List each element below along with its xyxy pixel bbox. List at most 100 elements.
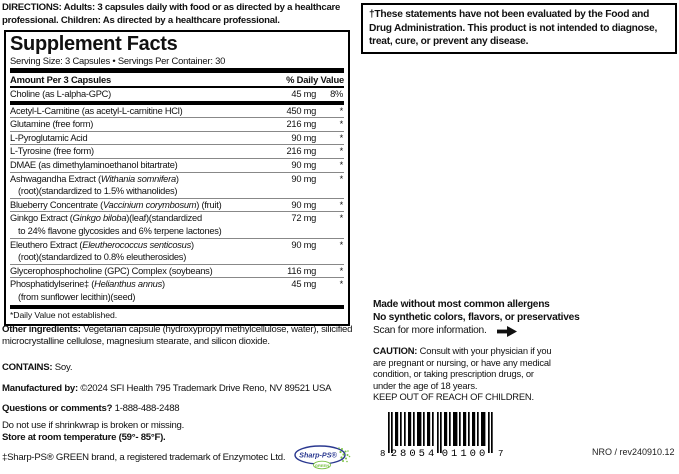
svg-text:01100: 01100	[442, 448, 489, 458]
ingredient-name: L-Tyrosine (free form)	[10, 146, 94, 157]
serving-size-line: Serving Size: 3 Capsules • Servings Per …	[10, 55, 226, 66]
svg-text:GREEN: GREEN	[315, 463, 329, 468]
storage-temperature: Store at room temperature (59°- 85°F).	[2, 432, 166, 443]
trademark-paragraph: ‡Sharp-PS® GREEN brand, a registered tra…	[2, 452, 354, 464]
ingredient-name: Glutamine (free form)	[10, 119, 94, 130]
sharp-ps-logo-icon: Sharp-PS® GREEN	[294, 445, 351, 470]
supplement-rows: Choline (as L-alpha-GPC) 45 mg 8% Acetyl…	[10, 88, 344, 304]
ingredient-name: Ginkgo Extract (Ginkgo biloba)(leaf)(sta…	[10, 213, 222, 236]
daily-value-footnote: *Daily Value not established.	[10, 309, 118, 320]
ingredient-amount: 116 mg	[287, 265, 316, 276]
upc-barcode: 8 28054 01100 7	[374, 412, 510, 463]
storage-paragraph: Do not use if shrinkwrap is broken or mi…	[2, 420, 354, 444]
fda-disclaimer-text: †These statements have not been evaluate…	[369, 9, 658, 47]
manufactured-label: Manufactured by:	[2, 383, 78, 394]
caution-text: Consult with your physician if you are p…	[373, 345, 552, 391]
supplement-row: Choline (as L-alpha-GPC) 45 mg 8%	[10, 88, 344, 105]
ingredient-name: DMAE (as dimethylaminoethanol bitartrate…	[10, 159, 178, 170]
other-ingredients-text: Vegetarian capsule (hydroxypropyl methyl…	[2, 324, 353, 347]
supplement-row: DMAE (as dimethylaminoethanol bitartrate…	[10, 159, 344, 173]
svg-text:7: 7	[498, 449, 503, 458]
ingredient-name: Acetyl-L-Carnitine (as acetyl-L-carnitin…	[10, 105, 183, 116]
divider-bar	[10, 304, 344, 309]
ingredient-amount: 216 mg	[286, 119, 316, 130]
ingredient-name: Blueberry Concentrate (Vaccinium corymbo…	[10, 199, 222, 210]
ingredient-daily-value: *	[339, 279, 344, 290]
header-daily-value: % Daily Value	[286, 74, 344, 85]
ingredient-daily-value: *	[339, 105, 344, 116]
ingredient-name: Phosphatidylserine‡ (Helianthus annus) (f…	[10, 279, 165, 302]
manufactured-paragraph: Manufactured by: ©2024 SFI Health 795 Tr…	[2, 383, 354, 395]
svg-text:Sharp-PS®: Sharp-PS®	[299, 451, 337, 460]
ingredient-name: Ashwagandha Extract (Withania somnifera)…	[10, 173, 179, 197]
svg-text:8: 8	[380, 449, 385, 458]
ingredient-daily-value: *	[339, 239, 344, 250]
caution-block: CAUTION: Consult with your physician if …	[373, 345, 555, 403]
supplement-row: L-Pyroglutamic Acid 90 mg *	[10, 132, 344, 146]
directions-text: Adults: 3 capsules daily with food or as…	[2, 2, 341, 26]
directions-label: DIRECTIONS:	[2, 2, 62, 13]
ingredient-amount: 90 mg	[291, 199, 316, 210]
revision-code: NRO / rev240910.12	[592, 447, 675, 457]
keep-out-warning: KEEP OUT OF REACH OF CHILDREN.	[373, 391, 534, 403]
supplement-row: Eleuthero Extract (Eleutherococcus senti…	[10, 239, 344, 265]
supplement-facts-panel: Supplement Facts Serving Size: 3 Capsule…	[4, 30, 350, 326]
supplement-row: Blueberry Concentrate (Vaccinium corymbo…	[10, 199, 344, 213]
ingredient-name: Choline (as L-alpha-GPC)	[10, 89, 111, 99]
ingredient-amount: 45 mg	[291, 89, 316, 99]
directions-paragraph: DIRECTIONS: Adults: 3 capsules daily wit…	[2, 2, 354, 27]
trademark-text: ‡Sharp-PS® GREEN brand, a registered tra…	[2, 452, 286, 463]
supplement-row: Ginkgo Extract (Ginkgo biloba)(leaf)(sta…	[10, 212, 344, 239]
ingredient-daily-value: *	[339, 213, 344, 224]
scan-text: Scan for more information.	[373, 325, 487, 336]
caution-label: CAUTION:	[373, 345, 418, 356]
ingredient-amount: 72 mg	[291, 213, 316, 224]
ingredient-daily-value: *	[339, 199, 344, 210]
ingredient-daily-value: *	[339, 173, 344, 184]
ingredient-daily-value: *	[339, 119, 344, 130]
other-ingredients-paragraph: Other ingredients: Vegetarian capsule (h…	[2, 324, 354, 348]
ingredient-amount: 90 mg	[291, 132, 316, 143]
ingredient-name: L-Pyroglutamic Acid	[10, 132, 88, 143]
supplement-row: Phosphatidylserine‡ (Helianthus annus) (f…	[10, 278, 344, 303]
supplement-row: L-Tyrosine (free form) 216 mg *	[10, 145, 344, 159]
sharp-ps-green-logo: Sharp-PS® GREEN	[293, 444, 351, 474]
questions-phone: 1-888-488-2488	[114, 403, 180, 414]
ingredient-amount: 450 mg	[286, 105, 316, 116]
ingredient-daily-value: *	[339, 159, 344, 170]
scan-line: Scan for more information.	[373, 325, 628, 338]
ingredient-daily-value: *	[339, 132, 344, 143]
contains-paragraph: CONTAINS: Soy.	[2, 362, 354, 374]
fda-disclaimer-box: †These statements have not been evaluate…	[361, 3, 677, 54]
barcode-icon: 8 28054 01100 7	[380, 412, 503, 460]
questions-label: Questions or comments?	[2, 403, 113, 414]
contains-label: CONTAINS:	[2, 362, 53, 373]
shrinkwrap-warning: Do not use if shrinkwrap is broken or mi…	[2, 420, 185, 431]
ingredient-name: Eleuthero Extract (Eleutherococcus senti…	[10, 239, 194, 263]
supplement-row: Ashwagandha Extract (Withania somnifera)…	[10, 173, 344, 199]
ingredient-name: Glycerophosphocholine (GPC) Complex (soy…	[10, 265, 213, 276]
svg-text:28054: 28054	[391, 448, 438, 458]
other-ingredients-label: Other ingredients:	[2, 324, 81, 335]
synthetic-claim: No synthetic colors, flavors, or preserv…	[373, 311, 580, 323]
supplement-row: Glutamine (free form) 216 mg *	[10, 118, 344, 132]
divider-bar	[10, 68, 344, 73]
manufactured-text: ©2024 SFI Health 795 Trademark Drive Ren…	[80, 383, 332, 394]
questions-paragraph: Questions or comments? 1-888-488-2488	[2, 403, 354, 415]
allergen-claim: Made without most common allergens	[373, 299, 550, 310]
supplement-row: Acetyl-L-Carnitine (as acetyl-L-carnitin…	[10, 105, 344, 119]
claims-block: Made without most common allergens No sy…	[373, 299, 628, 338]
ingredient-amount: 216 mg	[286, 146, 316, 157]
ingredient-daily-value: 8%	[330, 89, 343, 99]
ingredient-amount: 90 mg	[291, 159, 316, 170]
supplement-facts-title: Supplement Facts	[10, 33, 178, 55]
supplement-row: Glycerophosphocholine (GPC) Complex (soy…	[10, 265, 344, 279]
facts-header-row: Amount Per 3 Capsules % Daily Value	[10, 73, 344, 88]
ingredient-amount: 90 mg	[291, 173, 316, 184]
ingredient-amount: 45 mg	[291, 279, 316, 290]
right-arrow-icon	[496, 325, 517, 337]
header-amount: Amount Per 3 Capsules	[10, 74, 112, 85]
ingredient-daily-value: *	[339, 146, 344, 157]
contains-text: Soy.	[54, 362, 73, 373]
